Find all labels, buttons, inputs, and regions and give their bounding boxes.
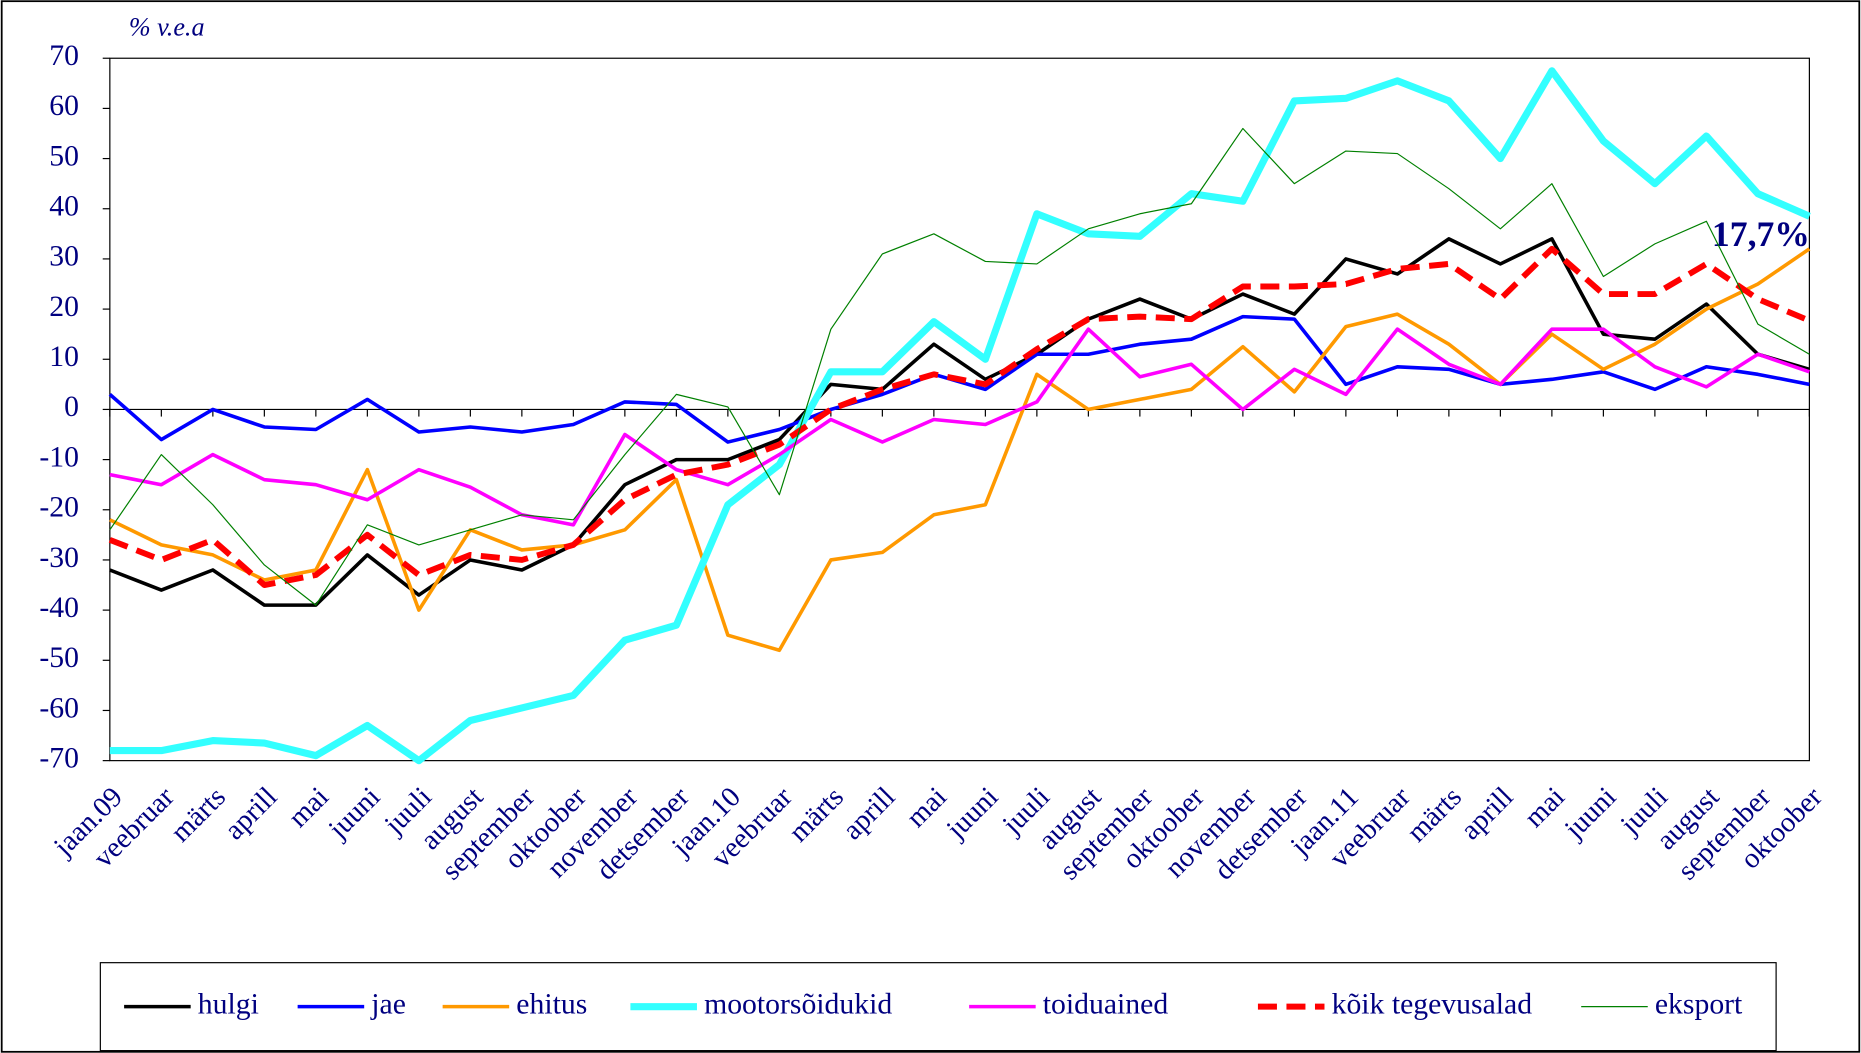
y-tick-label: -70 [39, 742, 79, 774]
series-line [108, 245, 1811, 589]
series-line [109, 127, 1810, 606]
legend-label: ehitus [516, 988, 587, 1020]
y-tick-label: 70 [49, 40, 79, 72]
legend-label: kõik tegevusalad [1332, 988, 1533, 1020]
legend-label: toiduained [1043, 988, 1169, 1020]
legend-label: eksport [1655, 988, 1743, 1020]
legend-frame [99, 962, 1777, 1052]
y-tick-label: -20 [39, 492, 79, 524]
y-axis-title: % v.e.a [129, 13, 205, 42]
y-tick-label: -30 [39, 542, 79, 574]
legend-label: hulgi [198, 988, 259, 1020]
y-tick-label: 50 [49, 140, 79, 172]
y-tick-label: -40 [39, 592, 79, 624]
y-tick-label: 10 [49, 341, 79, 373]
y-tick-label: 40 [49, 191, 79, 223]
y-tick-label: -10 [39, 441, 79, 473]
y-tick-label: -50 [39, 642, 79, 674]
y-tick-label: 60 [49, 90, 79, 122]
y-tick-label: 20 [49, 291, 79, 323]
series-line [109, 67, 1811, 765]
annotation: 17,7% [1712, 214, 1810, 254]
y-tick-label: 30 [49, 241, 79, 273]
legend-label: mootorsõidukid [704, 988, 892, 1020]
y-tick-label: 0 [64, 391, 79, 423]
legend-label: jae [370, 988, 406, 1020]
series-line [109, 237, 1810, 607]
y-tick-label: -60 [39, 692, 79, 724]
series-line [109, 327, 1810, 527]
